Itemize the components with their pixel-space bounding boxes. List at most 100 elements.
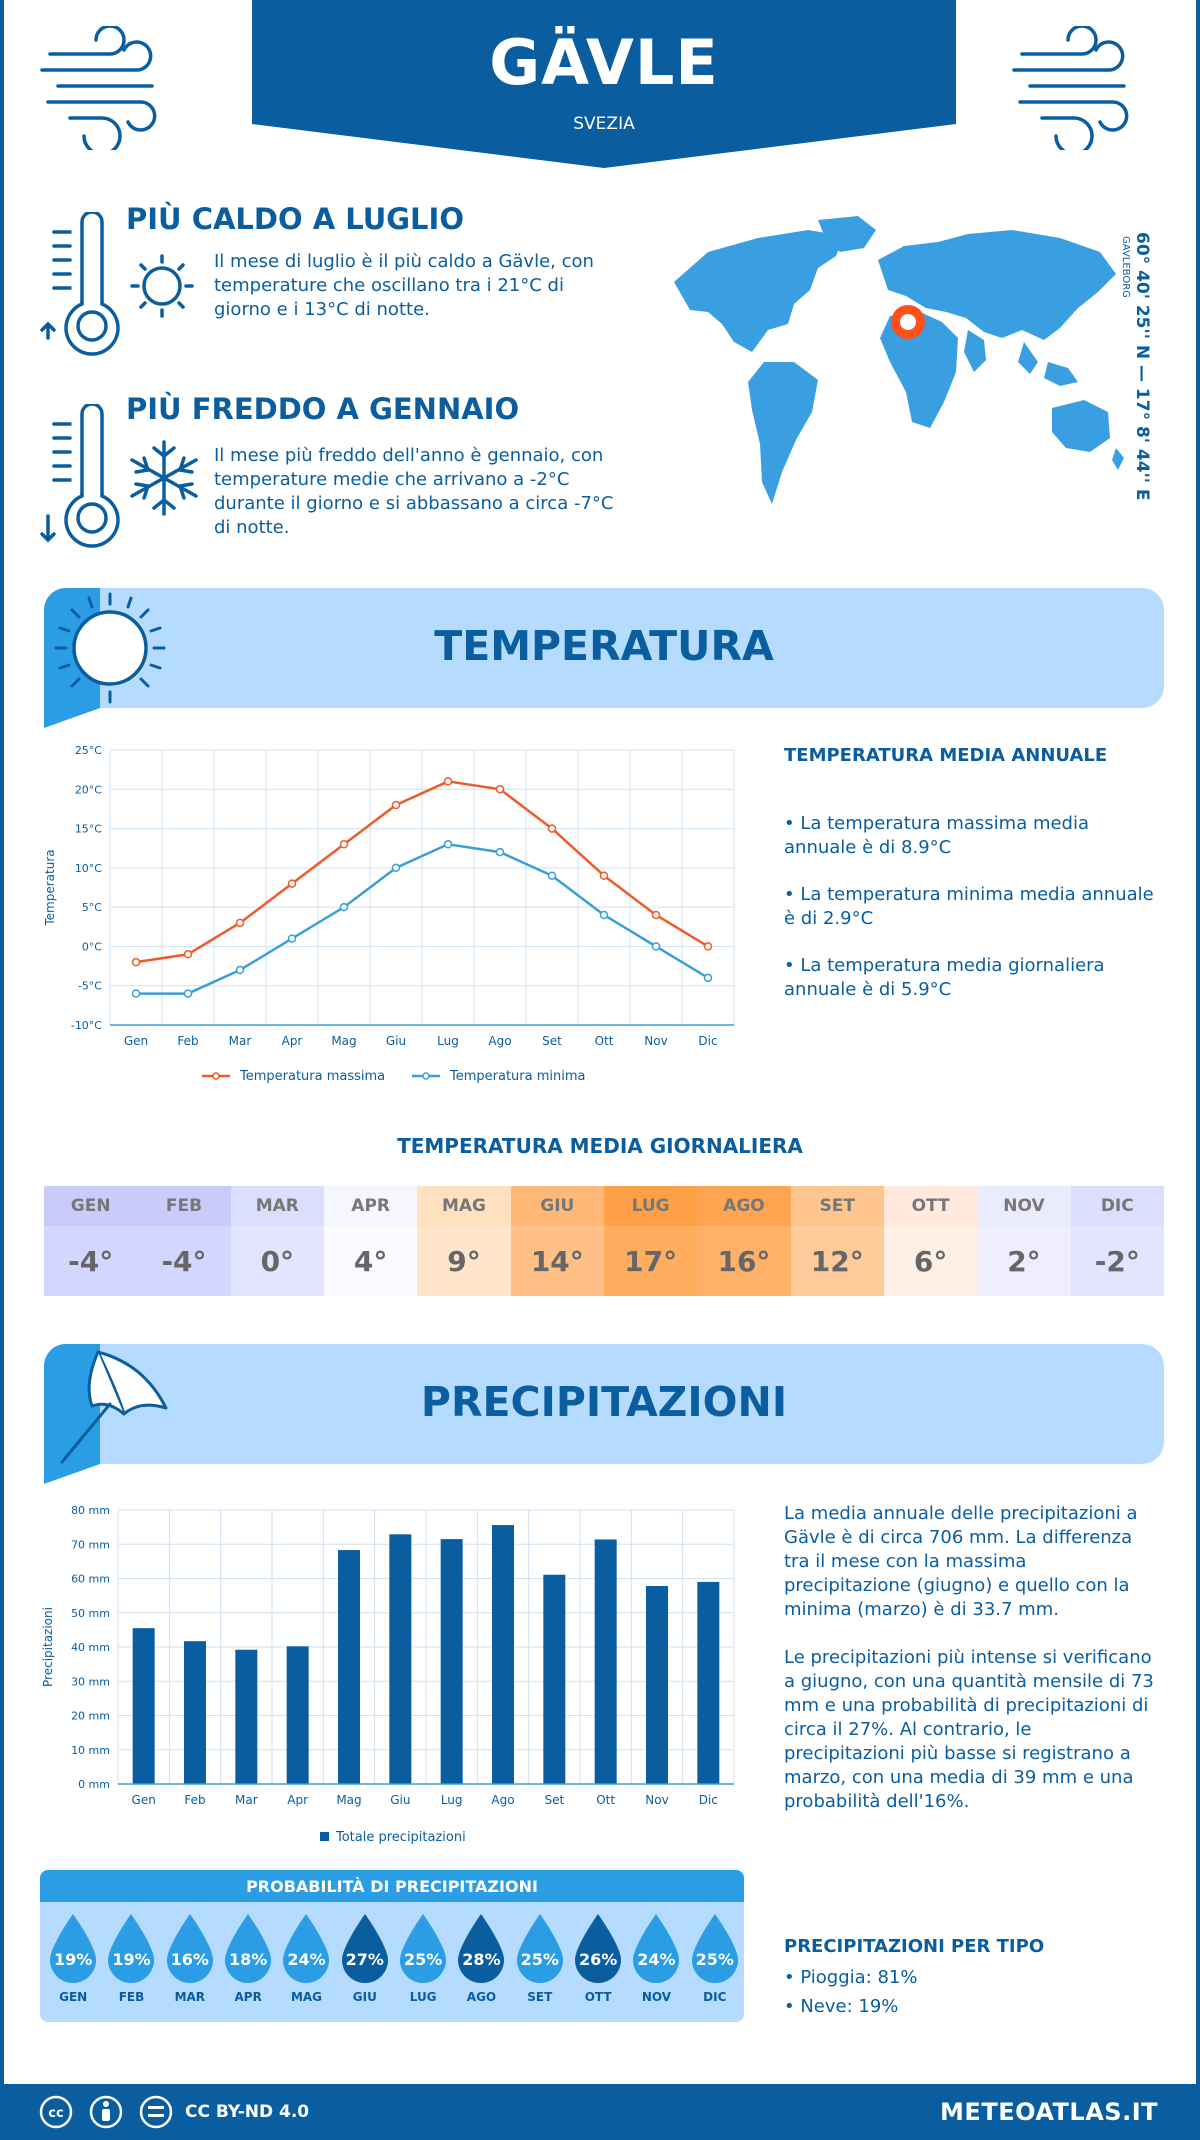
- temperature-banner: TEMPERATURA: [44, 588, 1164, 708]
- x-tick-label: Giu: [390, 1793, 410, 1807]
- probability-month: FEB: [118, 1990, 145, 2004]
- y-tick-label: 5°C: [82, 901, 102, 914]
- x-tick-label: Lug: [437, 1034, 459, 1048]
- header-ribbon: [252, 0, 956, 168]
- y-axis-title: Precipitazioni: [41, 1607, 55, 1687]
- svg-text:cc: cc: [48, 2106, 63, 2121]
- y-tick-label: 0 mm: [78, 1778, 110, 1791]
- probability-drop: 19% FEB: [102, 1912, 160, 2004]
- probability-value: 24%: [287, 1950, 326, 1969]
- footer: cc CC BY-ND 4.0 METEOATLAS.IT: [0, 2084, 1200, 2140]
- y-tick-label: 50 mm: [71, 1607, 110, 1620]
- probability-month: OTT: [584, 1990, 612, 2004]
- precip-bar: [132, 1628, 155, 1784]
- precip-bar: [492, 1525, 514, 1784]
- daily-temp-strip: GEN -4° FEB -4° MAR 0° APR 4° MAG 9° GIU 14° LUG 17° A…: [44, 1186, 1164, 1296]
- y-axis-title: Temperatura: [43, 849, 57, 926]
- wind-icon: [40, 26, 157, 150]
- coordinates: 60° 40' 25'' N — 17° 8' 44'' E: [1132, 232, 1152, 501]
- coordinates-block: 60° 40' 25'' N — 17° 8' 44'' E GAVLEBORG: [1120, 232, 1154, 501]
- probability-drop: 25% DIC: [686, 1912, 744, 2004]
- data-point: [339, 840, 349, 849]
- raindrop-icon: [575, 1914, 622, 1983]
- x-tick-label: Mag: [336, 1793, 361, 1807]
- x-tick-label: Ott: [595, 1034, 614, 1048]
- y-tick-label: 20°C: [75, 783, 102, 796]
- x-tick-label: Mar: [235, 1793, 258, 1807]
- raindrop-icon: [225, 1914, 272, 1983]
- daily-temp-month: FEB: [137, 1186, 231, 1226]
- probability-month: MAG: [290, 1990, 323, 2004]
- probability-month: MAR: [174, 1990, 206, 2004]
- y-tick-label: 30 mm: [71, 1675, 110, 1688]
- y-tick-label: 70 mm: [71, 1538, 110, 1551]
- x-tick-label: Mag: [331, 1034, 356, 1048]
- annual-mean-text: • La temperatura media giornaliera annua…: [784, 955, 1105, 1000]
- data-point: [183, 950, 193, 959]
- daily-temp-month: MAG: [417, 1186, 511, 1226]
- daily-temp-month: LUG: [603, 1186, 698, 1226]
- data-point: [391, 863, 401, 873]
- data-point: [287, 879, 297, 888]
- legend-label: Temperatura minima: [449, 1069, 586, 1084]
- data-point: [391, 800, 401, 810]
- sun-icon: [44, 588, 166, 728]
- region-label: GAVLEBORG: [1120, 236, 1131, 298]
- data-point: [599, 871, 609, 880]
- x-tick-label: Ago: [491, 1793, 514, 1807]
- data-point: [495, 847, 505, 857]
- x-tick-label: Set: [542, 1034, 562, 1048]
- city-title: GÄVLE: [489, 26, 719, 99]
- probability-value: 25%: [695, 1950, 734, 1969]
- coldest-text: Il mese più freddo dell'anno è gennaio, …: [214, 445, 614, 538]
- precip-type-title: PRECIPITAZIONI PER TIPO: [784, 1936, 1045, 1957]
- data-point: [235, 918, 245, 928]
- daily-temp-value: 17°: [603, 1226, 698, 1296]
- daily-temp-cell: DIC -2°: [1070, 1186, 1164, 1296]
- probability-drop: 24% NOV: [627, 1912, 685, 2004]
- probability-month: GIU: [352, 1990, 377, 2004]
- x-tick-label: Giu: [386, 1034, 406, 1048]
- probability-month: NOV: [641, 1990, 672, 2004]
- data-point: [703, 942, 713, 951]
- precip-type-rain: • Pioggia: 81%: [784, 1967, 918, 1988]
- y-tick-label: 80 mm: [71, 1504, 110, 1517]
- data-point: [183, 989, 193, 998]
- raindrop-icon: [516, 1914, 563, 1983]
- daily-temp-cell: APR 4°: [323, 1186, 418, 1296]
- raindrop-icon: [691, 1914, 738, 1983]
- x-tick-label: Nov: [645, 1793, 668, 1807]
- x-tick-label: Dic: [699, 1793, 718, 1807]
- daily-temp-value: -2°: [1070, 1226, 1164, 1296]
- site-link[interactable]: METEOATLAS.IT: [940, 2098, 1158, 2126]
- data-point: [547, 824, 557, 833]
- probability-value: 24%: [637, 1950, 676, 1969]
- header: GÄVLE SVEZIA: [252, 0, 956, 170]
- daily-temp-month: AGO: [697, 1186, 791, 1226]
- data-point: [131, 957, 141, 967]
- probability-drop: 18% APR: [219, 1912, 277, 2004]
- probability-drop: 25% LUG: [394, 1912, 452, 2004]
- data-point: [131, 989, 141, 998]
- x-tick-label: Apr: [287, 1793, 308, 1807]
- raindrop-icon: [50, 1914, 97, 1983]
- precip-title: PRECIPITAZIONI: [420, 1378, 788, 1426]
- daily-temp-cell: GIU 14°: [510, 1186, 604, 1296]
- probability-value: 25%: [403, 1950, 443, 1969]
- daily-temp-cell: NOV 2°: [977, 1186, 1071, 1296]
- page: GÄVLE SVEZIA PIÙ CALDO: [4, 0, 1196, 2084]
- daily-temp-value: 2°: [977, 1226, 1071, 1296]
- precip-bar: [286, 1646, 309, 1784]
- series-line-max: [135, 780, 709, 964]
- annual-min-text: • La temperatura minima media annuale è …: [784, 884, 1154, 929]
- raindrop-icon: [283, 1914, 330, 1983]
- probability-month: GEN: [59, 1990, 88, 2004]
- daily-temp-month: MAR: [230, 1186, 324, 1226]
- data-point: [339, 902, 349, 912]
- hottest-text: Il mese di luglio è il più caldo a Gävle…: [214, 251, 594, 320]
- x-tick-label: Gen: [124, 1034, 148, 1048]
- daily-temp-cell: MAG 9°: [417, 1186, 511, 1296]
- daily-temp-value: 16°: [697, 1226, 791, 1296]
- precip-bar: [697, 1581, 720, 1784]
- daily-temp-month: OTT: [883, 1186, 978, 1226]
